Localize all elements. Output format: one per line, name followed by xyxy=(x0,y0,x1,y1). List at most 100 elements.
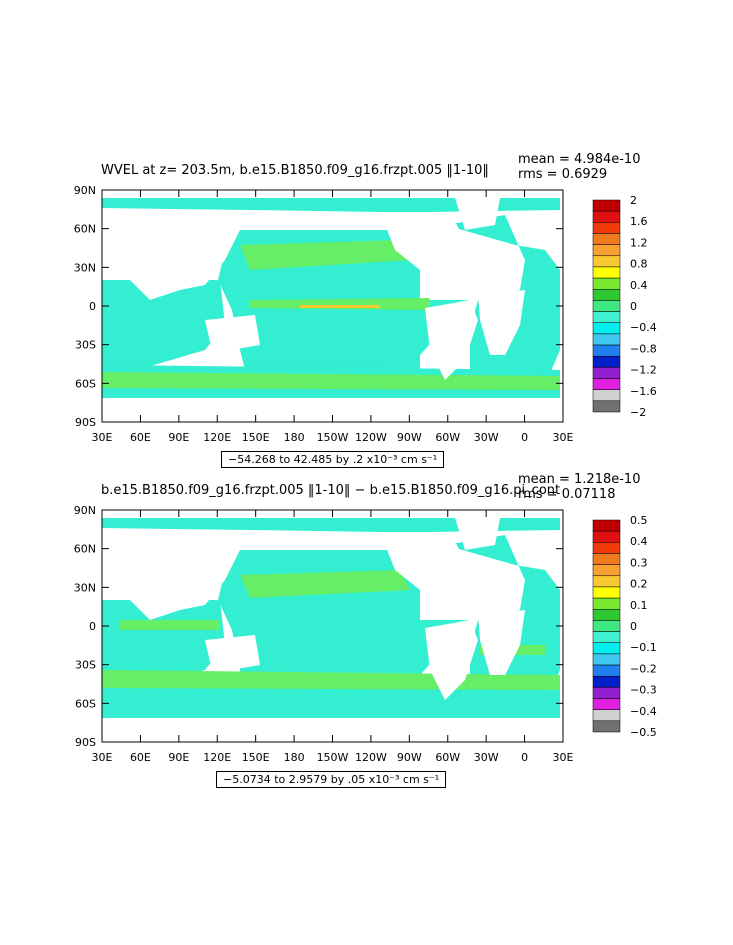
colorbar-swatch xyxy=(592,519,621,532)
rms-stat: rms = 0.6929 xyxy=(518,167,608,182)
colorbar-label: −0.5 xyxy=(630,726,657,739)
colorbar-label: 1.6 xyxy=(630,215,648,228)
colorbar-swatch xyxy=(592,675,621,688)
colorbar-label: 0.5 xyxy=(630,514,648,527)
colorbar-swatch xyxy=(592,687,621,699)
colorbar-swatch xyxy=(592,255,621,268)
lon-tick-label: 0 xyxy=(521,751,528,764)
lat-tick-label: 60N xyxy=(74,543,96,556)
colorbar-swatch xyxy=(592,709,621,722)
lon-tick-label: 150W xyxy=(317,751,349,764)
colorbar-label: −0.4 xyxy=(630,321,657,334)
colorbar-swatch xyxy=(592,698,621,710)
lat-tick-label: 0 xyxy=(89,620,96,633)
colorbar-label: −0.3 xyxy=(630,684,657,697)
colorbar-swatch xyxy=(592,389,621,402)
colorbar: 2 1.6 1.2 0.8 0.4 0 −0.4 −0.8 −1.2 −1.6 −2 xyxy=(592,194,657,419)
colorbar-swatch xyxy=(592,344,621,357)
contour-range-note: −54.268 to 42.485 by .2 x10⁻³ cm s⁻¹ xyxy=(221,451,445,468)
lat-tick-label: 30S xyxy=(75,659,96,672)
colorbar-swatch xyxy=(592,355,621,368)
lon-tick-label: 60E xyxy=(130,751,151,764)
rms-stat: rms = 0.07118 xyxy=(518,487,616,502)
colorbar-label: −0.1 xyxy=(630,641,657,654)
map-axes: 90N 60N 30N 0 30S 60S 90S 30E 60E 90E 120E 150E 180 1… xyxy=(74,504,574,764)
lat-tick-label: 90S xyxy=(75,416,96,429)
land-masses xyxy=(102,518,560,742)
lat-tick-label: 30N xyxy=(74,261,96,274)
panel-title: WVEL at z= 203.5m, b.e15.B1850.f09_g16.f… xyxy=(101,163,489,178)
lon-tick-label: 150E xyxy=(242,431,270,444)
colorbar-label: 0.4 xyxy=(630,279,648,292)
colorbar-swatch xyxy=(592,210,621,223)
colorbar-swatch xyxy=(592,609,621,621)
colorbar-label: −1.6 xyxy=(630,385,657,398)
colorbar-swatch xyxy=(592,620,621,632)
colorbar-swatch xyxy=(592,530,621,543)
colorbar-label: 2 xyxy=(630,194,637,207)
lon-tick-label: 90W xyxy=(397,751,422,764)
colorbar-label: 0 xyxy=(630,620,637,633)
colorbar-swatch xyxy=(592,653,621,666)
colorbar-label: 0.1 xyxy=(630,599,648,612)
colorbar-swatch xyxy=(592,631,621,643)
mean-stat: mean = 4.984e-10 xyxy=(518,152,641,167)
lon-tick-label: 30E xyxy=(92,751,113,764)
colorbar-swatch xyxy=(592,266,621,279)
lon-tick-label: 30E xyxy=(92,431,113,444)
colorbar-label: 0.4 xyxy=(630,535,648,548)
colorbar-swatch xyxy=(592,720,621,733)
lon-tick-label: 30E xyxy=(553,431,574,444)
colorbar-swatch xyxy=(592,553,621,565)
colorbar-swatch xyxy=(592,378,621,390)
map-panel-wvel: WVEL at z= 203.5m, b.e15.B1850.f09_g16.f… xyxy=(0,150,733,470)
lat-tick-label: 60S xyxy=(75,377,96,390)
colorbar-label: 0 xyxy=(630,300,637,313)
contour-range-note: −5.0734 to 2.9579 by .05 x10⁻³ cm s⁻¹ xyxy=(216,771,447,788)
lat-tick-label: 60S xyxy=(75,697,96,710)
colorbar-swatch xyxy=(592,367,621,379)
ocean-fill xyxy=(102,198,560,398)
lat-tick-label: 60N xyxy=(74,223,96,236)
colorbar-swatch xyxy=(592,311,621,323)
lon-tick-label: 180 xyxy=(284,431,305,444)
colorbar-swatch xyxy=(592,575,621,588)
colorbar-swatch xyxy=(592,586,621,599)
lat-tick-label: 30N xyxy=(74,581,96,594)
colorbar-label: 0.3 xyxy=(630,556,648,569)
colorbar: 0.5 0.4 0.3 0.2 0.1 0 −0.1 −0.2 −0.3 −0.4 −0.5 xyxy=(592,514,657,739)
lon-tick-label: 150E xyxy=(242,751,270,764)
lat-tick-label: 0 xyxy=(89,300,96,313)
lon-tick-label: 0 xyxy=(521,431,528,444)
colorbar-label: 1.2 xyxy=(630,236,648,249)
colorbar-swatch xyxy=(592,642,621,655)
lon-tick-label: 120E xyxy=(203,431,231,444)
colorbar-swatch xyxy=(592,400,621,413)
lon-tick-label: 30W xyxy=(474,751,499,764)
map-axes: 90N 60N 30N 0 30S 60S 90S 30E 60E 90E 120E 150E 180 1… xyxy=(74,184,574,444)
colorbar-swatch xyxy=(592,322,621,335)
lon-tick-label: 60W xyxy=(435,431,460,444)
colorbar-swatch xyxy=(592,300,621,312)
lon-tick-label: 120W xyxy=(355,751,387,764)
colorbar-swatch xyxy=(592,664,621,677)
colorbar-swatch xyxy=(592,564,621,577)
lon-tick-label: 180 xyxy=(284,751,305,764)
lon-tick-label: 120W xyxy=(355,431,387,444)
colorbar-swatch xyxy=(592,289,621,301)
colorbar-swatch xyxy=(592,542,621,554)
map-panel-difference: b.e15.B1850.f09_g16.frzpt.005 ‖1-10‖ − b… xyxy=(0,470,733,790)
colorbar-label: −0.2 xyxy=(630,662,657,675)
lon-tick-label: 150W xyxy=(317,431,349,444)
colorbar-label: −2 xyxy=(630,406,646,419)
land-masses xyxy=(102,198,560,422)
colorbar-swatch xyxy=(592,199,621,212)
lon-tick-label: 60E xyxy=(130,431,151,444)
map-figure: 90N 60N 30N 0 30S 60S 90S 30E 60E 90E 120E 150E 180 1… xyxy=(74,184,657,444)
colorbar-swatch xyxy=(592,597,621,610)
colorbar-label: −0.4 xyxy=(630,705,657,718)
lon-tick-label: 30W xyxy=(474,431,499,444)
map-figure: 90N 60N 30N 0 30S 60S 90S 30E 60E 90E 120E 150E 180 1… xyxy=(74,504,657,764)
lon-tick-label: 90E xyxy=(168,751,189,764)
panel-title: b.e15.B1850.f09_g16.frzpt.005 ‖1-10‖ − b… xyxy=(101,483,561,498)
